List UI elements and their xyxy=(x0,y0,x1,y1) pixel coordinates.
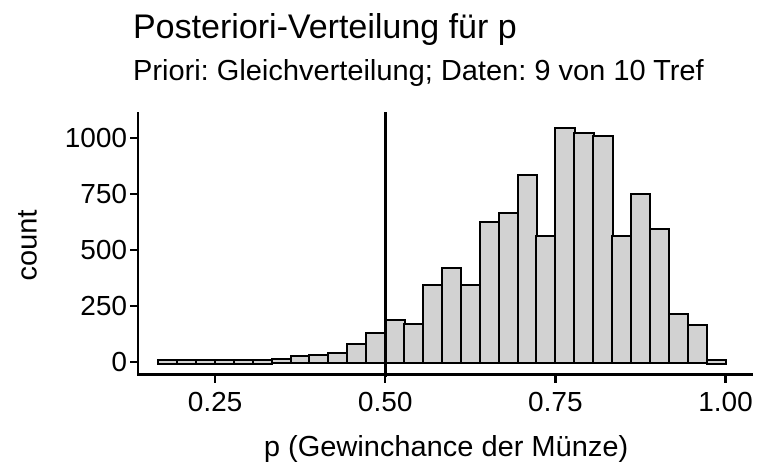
x-tick-mark xyxy=(213,375,217,383)
y-tick-mark xyxy=(130,360,137,364)
x-axis-label: p (Gewinchance der Münze) xyxy=(263,431,629,463)
y-tick-label: 750 xyxy=(80,178,127,209)
histogram-bar xyxy=(648,227,671,365)
chart-subtitle: Priori: Gleichverteilung; Daten: 9 von 1… xyxy=(133,55,704,87)
y-tick-label: 0 xyxy=(111,346,127,377)
y-tick-label: 1000 xyxy=(64,122,127,153)
x-tick-mark xyxy=(554,375,557,383)
y-axis-line xyxy=(136,112,139,376)
x-tick-mark xyxy=(383,375,387,383)
y-tick-label: 250 xyxy=(80,290,127,321)
x-tick-label: 0.75 xyxy=(528,386,583,417)
x-tick-label: 0.50 xyxy=(357,386,413,417)
x-tick-label: 1.00 xyxy=(698,386,753,417)
reference-line-icon xyxy=(384,112,387,377)
y-tick-mark xyxy=(130,192,137,196)
y-tick-label: 500 xyxy=(80,234,127,265)
histogram-bar xyxy=(705,359,728,365)
histogram-bar xyxy=(686,324,709,365)
x-tick-mark xyxy=(724,375,727,383)
y-tick-mark xyxy=(130,248,137,252)
x-tick-label: 0.25 xyxy=(187,386,243,417)
chart-title: Posteriori-Verteilung für p xyxy=(133,8,517,46)
x-axis-line xyxy=(139,373,753,376)
y-tick-mark xyxy=(130,136,137,140)
y-tick-mark xyxy=(130,304,137,308)
